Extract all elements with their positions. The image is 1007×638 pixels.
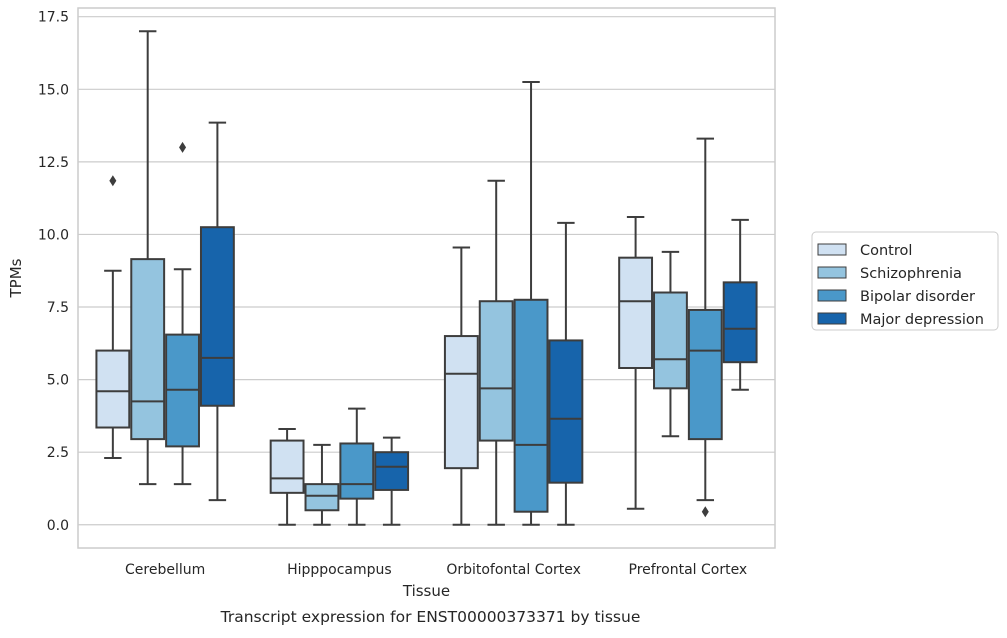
- legend-label: Major depression: [860, 312, 984, 328]
- y-tick-label: 7.5: [47, 300, 69, 316]
- x-tick-label: Hipppocampus: [287, 562, 392, 578]
- x-tick-label: Prefrontal Cortex: [629, 562, 748, 578]
- legend-label: Schizophrenia: [860, 266, 962, 282]
- box-control: [443, 335, 479, 470]
- box-control: [618, 256, 654, 370]
- y-tick-label: 12.5: [38, 155, 69, 171]
- box-control: [95, 349, 131, 429]
- legend-swatch: [817, 312, 847, 325]
- y-tick-label: 17.5: [38, 10, 69, 26]
- y-tick-label: 10.0: [38, 227, 69, 243]
- box-schizophrenia: [304, 483, 340, 512]
- y-tick-label: 0.0: [47, 518, 69, 534]
- y-tick-label: 2.5: [47, 445, 69, 461]
- legend-swatch: [817, 266, 847, 279]
- x-tick-label: Orbitofontal Cortex: [446, 562, 581, 578]
- chart-caption: Transcript expression for ENST0000037337…: [220, 608, 641, 626]
- box-major-depression: [199, 226, 235, 407]
- box-schizophrenia: [130, 258, 166, 441]
- outlier-point: [701, 506, 709, 518]
- box-schizophrenia: [478, 300, 514, 442]
- box-major-depression: [722, 281, 758, 364]
- outlier-point: [179, 141, 187, 153]
- x-axis-label: Tissue: [402, 582, 450, 600]
- box-major-depression: [548, 339, 584, 484]
- box-major-depression: [374, 451, 410, 491]
- legend-swatch: [817, 243, 847, 256]
- box-bipolar-disorder: [687, 308, 723, 441]
- legend-label: Bipolar disorder: [860, 289, 975, 305]
- legend-swatch: [817, 289, 847, 302]
- legend-label: Control: [860, 243, 912, 259]
- box-schizophrenia: [653, 291, 688, 390]
- box-bipolar-disorder: [513, 298, 549, 513]
- y-tick-label: 5.0: [47, 373, 69, 389]
- outlier-point: [109, 175, 117, 187]
- y-axis-label: TPMs: [7, 258, 25, 298]
- box-bipolar-disorder: [339, 442, 375, 500]
- legend-box: [811, 231, 999, 331]
- x-tick-label: Cerebellum: [125, 562, 205, 578]
- box-control: [269, 439, 305, 494]
- plot-frame: [77, 7, 776, 549]
- y-tick-label: 15.0: [38, 82, 69, 98]
